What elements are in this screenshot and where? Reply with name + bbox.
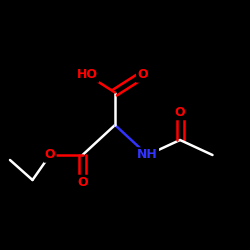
Text: O: O bbox=[45, 148, 55, 162]
Text: O: O bbox=[175, 106, 185, 119]
Text: O: O bbox=[77, 176, 88, 189]
Text: O: O bbox=[137, 68, 148, 82]
Text: NH: NH bbox=[137, 148, 158, 162]
Text: O: O bbox=[45, 148, 55, 162]
Text: O: O bbox=[175, 106, 185, 119]
Text: NH: NH bbox=[137, 148, 158, 162]
Text: O: O bbox=[137, 68, 148, 82]
Text: HO: HO bbox=[77, 68, 98, 82]
Text: HO: HO bbox=[77, 68, 98, 82]
Text: O: O bbox=[77, 176, 88, 189]
